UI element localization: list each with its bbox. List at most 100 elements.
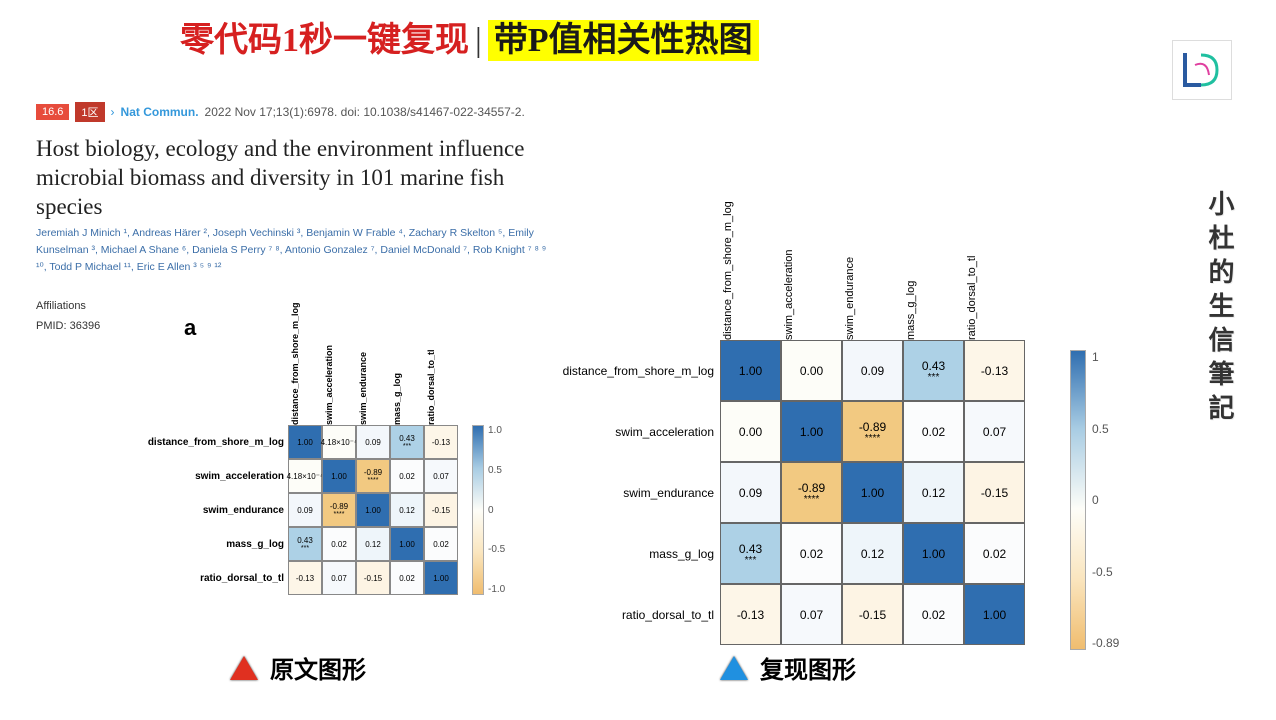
colorbar-tick: 0 — [1092, 493, 1119, 507]
colorbar-tick: 1.0 — [488, 425, 505, 436]
heatmap-cell: 0.12 — [390, 493, 424, 527]
heatmap-cell: 0.02 — [390, 459, 424, 493]
pmid-label: PMID: 36396 — [36, 320, 100, 332]
colorbar-large: 1 0.5 0 -0.5 -0.89 — [1070, 350, 1119, 650]
heatmap-cell: 0.00 — [781, 340, 842, 401]
row-label: mass_g_log — [120, 539, 288, 550]
heatmap-cell: 0.43*** — [390, 425, 424, 459]
citation-bar: 16.6 1区 › Nat Commun. 2022 Nov 17;13(1):… — [36, 102, 525, 122]
column-label: swim_endurance — [844, 140, 905, 340]
heatmap-row: distance_from_shore_m_log1.004.18×10⁻⁴0.… — [120, 425, 460, 459]
colorbar-tick: 0.5 — [488, 465, 505, 476]
row-label: mass_g_log — [540, 547, 720, 561]
heatmap-cell: 0.12 — [903, 462, 964, 523]
heatmap-cell: 0.43*** — [903, 340, 964, 401]
heatmap-cell: 1.00 — [424, 561, 458, 595]
heatmap-cell: 0.02 — [390, 561, 424, 595]
heatmap-row: ratio_dorsal_to_tl-0.130.07-0.150.021.00 — [120, 561, 460, 595]
title-pipe: | — [475, 22, 482, 59]
heatmap-row: distance_from_shore_m_log1.000.000.090.4… — [540, 340, 1027, 401]
heatmap-cell: 0.43*** — [288, 527, 322, 561]
triangle-blue-icon — [720, 656, 748, 680]
row-label: distance_from_shore_m_log — [120, 437, 288, 448]
zone-badge: 1区 — [75, 102, 104, 122]
heatmap-cell: 0.09 — [356, 425, 390, 459]
heatmap-row: swim_endurance0.09-0.89****1.000.12-0.15 — [120, 493, 460, 527]
legend-original: 原文图形 — [230, 650, 366, 685]
brand-vertical-text: 小杜的生信筆記 — [1201, 190, 1238, 428]
column-label: mass_g_log — [392, 330, 426, 425]
heatmap-cell: 0.07 — [781, 584, 842, 645]
citation-text: 2022 Nov 17;13(1):6978. doi: 10.1038/s41… — [205, 105, 525, 119]
heatmap-cell: 0.07 — [322, 561, 356, 595]
heatmap-cell: 1.00 — [781, 401, 842, 462]
row-label: swim_acceleration — [540, 425, 720, 439]
colorbar-tick: -0.5 — [1092, 565, 1119, 579]
column-label: swim_acceleration — [783, 140, 844, 340]
heatmap-cell: 4.18×10⁻⁴ — [322, 425, 356, 459]
heatmap-cell: 0.02 — [781, 523, 842, 584]
brand-logo — [1172, 40, 1232, 100]
heatmap-cell: 1.00 — [356, 493, 390, 527]
heatmap-cell: 0.12 — [842, 523, 903, 584]
colorbar-tick: 0.5 — [1092, 422, 1119, 436]
column-label: ratio_dorsal_to_tl — [966, 140, 1027, 340]
heatmap-cell: 1.00 — [720, 340, 781, 401]
heatmap-cell: 1.00 — [322, 459, 356, 493]
heatmap-cell: 1.00 — [288, 425, 322, 459]
heatmap-cell: 0.02 — [322, 527, 356, 561]
heatmap-cell: 0.09 — [288, 493, 322, 527]
heatmap-cell: -0.15 — [424, 493, 458, 527]
heatmap-cell: 0.02 — [903, 584, 964, 645]
heatmap-cell: 1.00 — [842, 462, 903, 523]
colorbar-tick: 1 — [1092, 350, 1119, 364]
legend-reproduction-label: 复现图形 — [760, 650, 856, 685]
column-label: distance_from_shore_m_log — [290, 330, 324, 425]
heatmap-cell: -0.13 — [288, 561, 322, 595]
row-label: swim_endurance — [120, 505, 288, 516]
heatmap-row: mass_g_log0.43***0.020.121.000.02 — [120, 527, 460, 561]
paper-title: Host biology, ecology and the environmen… — [36, 135, 556, 221]
heatmap-cell: -0.89**** — [322, 493, 356, 527]
heatmap-cell: 0.02 — [964, 523, 1025, 584]
row-label: swim_endurance — [540, 486, 720, 500]
affiliations-label: Affiliations — [36, 300, 86, 312]
colorbar-tick: -1.0 — [488, 584, 505, 595]
colorbar-tick: 0 — [488, 505, 505, 516]
heatmap-cell: 1.00 — [390, 527, 424, 561]
heatmap-cell: -0.15 — [964, 462, 1025, 523]
heatmap-cell: 1.00 — [903, 523, 964, 584]
author-list: Jeremiah J Minich ¹, Andreas Härer ², Jo… — [36, 225, 556, 275]
heatmap-cell: -0.15 — [842, 584, 903, 645]
title-highlight: 带P值相关性热图 — [488, 20, 759, 61]
page-title: 零代码1秒一键复现|带P值相关性热图 — [180, 12, 759, 61]
heatmap-row: swim_acceleration4.18×10⁻⁴1.00-0.89****0… — [120, 459, 460, 493]
colorbar-small: 1.0 0.5 0 -0.5 -1.0 — [472, 425, 505, 595]
heatmap-cell: -0.15 — [356, 561, 390, 595]
heatmap-cell: 0.09 — [842, 340, 903, 401]
heatmap-cell: 0.02 — [424, 527, 458, 561]
column-label: distance_from_shore_m_log — [722, 140, 783, 340]
heatmap-cell: 0.09 — [720, 462, 781, 523]
column-label: swim_acceleration — [324, 330, 358, 425]
heatmap-cell: -0.89**** — [842, 401, 903, 462]
heatmap-cell: -0.13 — [720, 584, 781, 645]
colorbar-tick: -0.5 — [488, 544, 505, 555]
triangle-red-icon — [230, 656, 258, 680]
heatmap-cell: 0.43*** — [720, 523, 781, 584]
legend-original-label: 原文图形 — [270, 650, 366, 685]
heatmap-reproduction: distance_from_shore_m_logswim_accelerati… — [540, 140, 1027, 645]
heatmap-cell: -0.89**** — [781, 462, 842, 523]
heatmap-cell: 0.12 — [356, 527, 390, 561]
heatmap-cell: 1.00 — [964, 584, 1025, 645]
row-label: ratio_dorsal_to_tl — [540, 608, 720, 622]
title-part-red: 零代码1秒一键复现 — [180, 22, 469, 59]
row-label: ratio_dorsal_to_tl — [120, 573, 288, 584]
heatmap-cell: 0.02 — [903, 401, 964, 462]
heatmap-cell: 0.07 — [424, 459, 458, 493]
column-label: ratio_dorsal_to_tl — [426, 330, 460, 425]
column-label: swim_endurance — [358, 330, 392, 425]
heatmap-row: mass_g_log0.43***0.020.121.000.02 — [540, 523, 1027, 584]
heatmap-cell: 4.18×10⁻⁴ — [288, 459, 322, 493]
colorbar-tick: -0.89 — [1092, 636, 1119, 650]
